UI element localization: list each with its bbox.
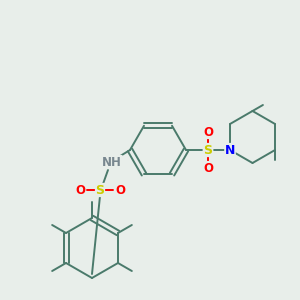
Text: O: O: [203, 125, 213, 139]
Text: O: O: [115, 184, 125, 196]
Text: O: O: [75, 184, 85, 196]
Text: S: S: [203, 143, 212, 157]
Text: O: O: [203, 161, 213, 175]
Text: N: N: [225, 143, 235, 157]
Text: S: S: [95, 184, 104, 196]
Text: NH: NH: [102, 155, 122, 169]
